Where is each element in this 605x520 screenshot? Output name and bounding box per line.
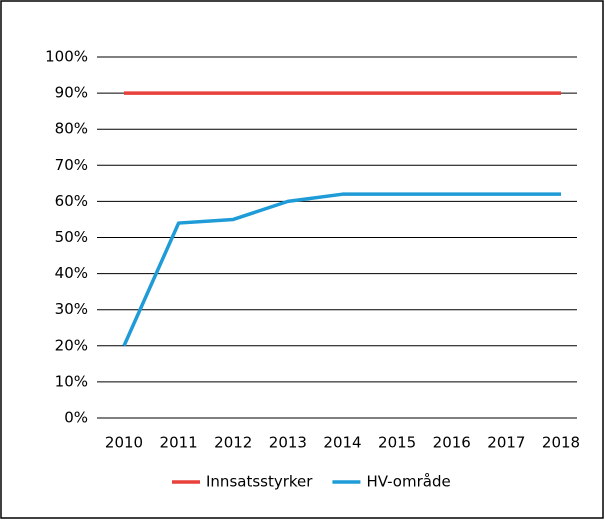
x-tick-label: 2012 [214, 434, 252, 452]
y-tick-label: 60% [55, 192, 88, 210]
y-tick-label: 80% [55, 120, 88, 138]
legend-label: HV-område [366, 473, 450, 491]
y-tick-label: 100% [45, 48, 88, 66]
data-line [122, 192, 561, 347]
y-tick-label: 50% [55, 228, 88, 246]
y-tick-label: 0% [64, 409, 88, 427]
legend-label: Innsatsstyrker [206, 473, 313, 491]
y-tick-label: 20% [55, 336, 88, 354]
x-tick-label: 2018 [542, 434, 580, 452]
x-tick-label: 2013 [269, 434, 307, 452]
x-tick-label: 2010 [105, 434, 143, 452]
x-tick-label: 2015 [378, 434, 416, 452]
y-tick-label: 90% [55, 84, 88, 102]
x-tick-label: 2017 [487, 434, 525, 452]
y-tick-label: 40% [55, 264, 88, 282]
y-tick-label: 30% [55, 300, 88, 318]
x-tick-label: 2011 [160, 434, 198, 452]
x-tick-label: 2014 [323, 434, 361, 452]
y-tick-label: 70% [55, 156, 88, 174]
x-tick-label: 2016 [433, 434, 471, 452]
y-tick-label: 10% [55, 372, 88, 390]
